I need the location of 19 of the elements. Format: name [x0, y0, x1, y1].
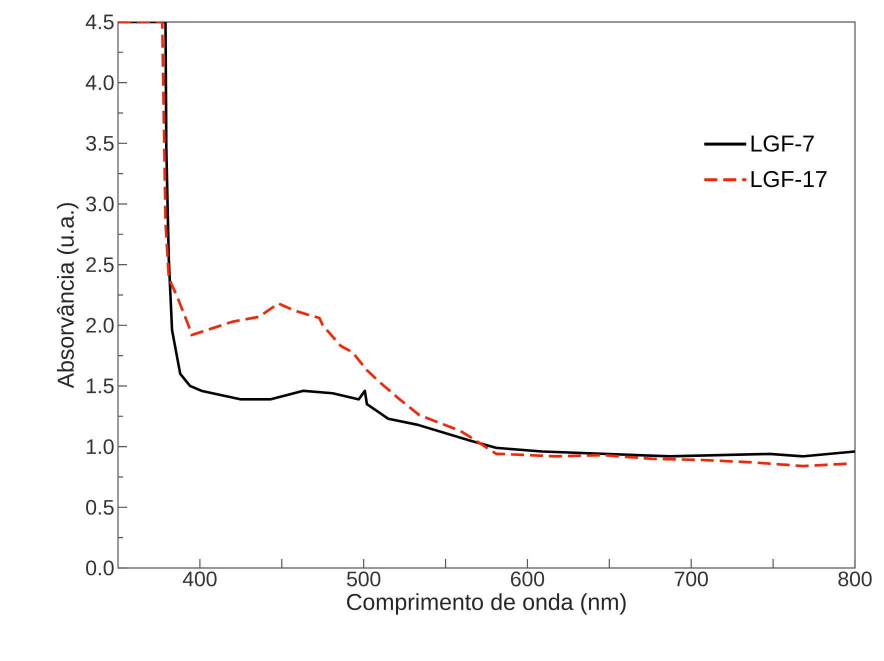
- x-tick-label: 400: [182, 572, 217, 586]
- x-tick-label: 800: [838, 572, 872, 586]
- y-tick-label: 2.0: [86, 318, 114, 333]
- x-axis-title: Comprimento de onda (nm): [347, 593, 626, 615]
- legend-label: LGF-17: [752, 170, 827, 188]
- y-tick-label: 4.5: [86, 14, 114, 30]
- y-tick-label: 3.5: [86, 136, 114, 151]
- x-tick-label: 500: [347, 572, 380, 586]
- y-tick-label: 0.0: [86, 560, 114, 576]
- x-tick-label: 700: [674, 572, 708, 586]
- y-tick-label: 3.0: [86, 196, 114, 212]
- y-tick-label: 2.5: [86, 257, 114, 272]
- y-tick-label: 1.0: [86, 439, 114, 454]
- y-tick-label: 1.5: [86, 378, 114, 394]
- legend-label: LGF-7: [752, 135, 814, 152]
- y-tick-label: 4.0: [86, 75, 114, 90]
- y-axis-title: Absorvância (u.a.): [56, 203, 78, 388]
- y-tick-label: 0.5: [86, 500, 114, 515]
- x-tick-label: 600: [510, 572, 544, 586]
